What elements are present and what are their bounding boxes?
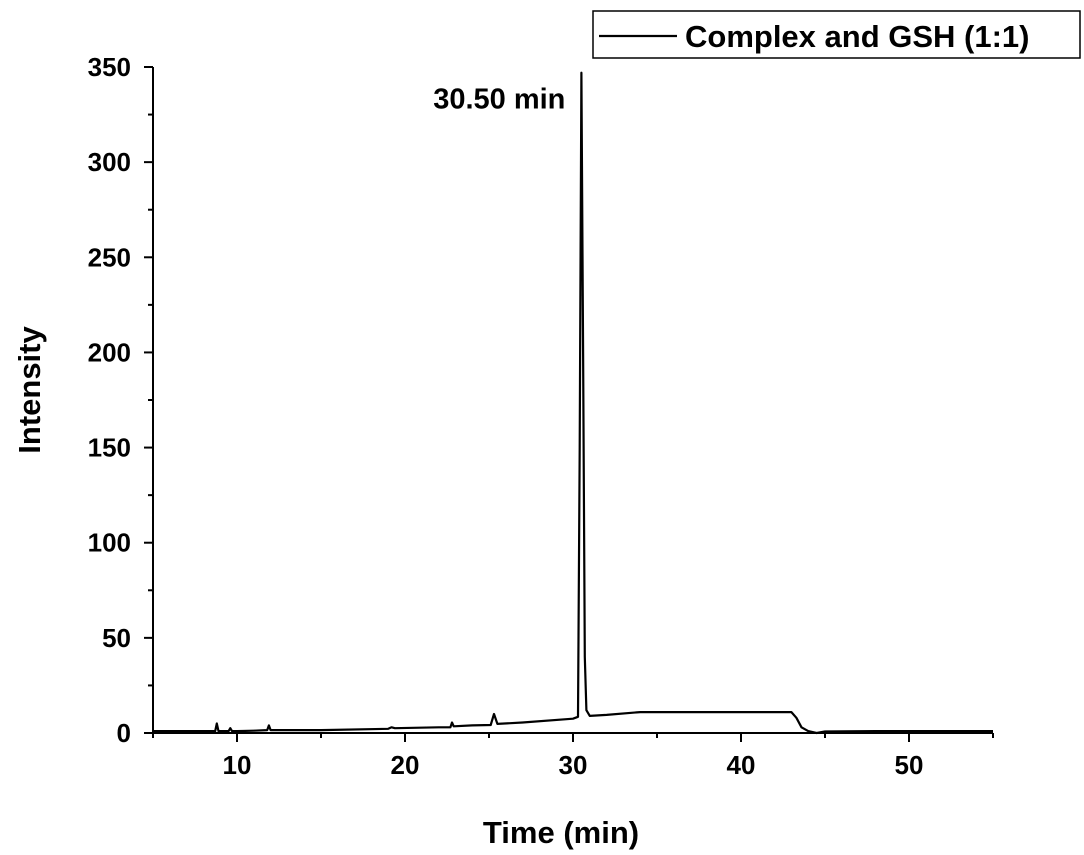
legend-label: Complex and GSH (1:1) <box>685 19 1030 54</box>
legend: Complex and GSH (1:1) <box>592 10 1081 59</box>
y-tick-label: 150 <box>88 433 131 463</box>
x-tick-label: 20 <box>391 750 420 780</box>
x-tick-label: 10 <box>223 750 252 780</box>
series-line <box>153 71 993 735</box>
x-tick-label: 30 <box>559 750 588 780</box>
y-tick-label: 0 <box>117 718 131 748</box>
x-axis-title: Time (min) <box>483 815 639 850</box>
y-tick-label: 200 <box>88 337 131 367</box>
y-tick-label: 350 <box>88 52 131 82</box>
legend-box <box>592 10 1081 59</box>
plot-area <box>153 71 993 735</box>
x-tick-label: 40 <box>727 750 756 780</box>
y-tick-label: 50 <box>102 623 131 653</box>
y-tick-label: 300 <box>88 147 131 177</box>
y-tick-label: 100 <box>88 528 131 558</box>
peak-annotation: 30.50 min <box>433 84 565 116</box>
y-tick-label: 250 <box>88 242 131 272</box>
labels: 0 50 100 150 200 250 300 350 10 20 30 40 50 Time (min… <box>12 52 923 850</box>
y-axis-title: Intensity <box>12 326 47 454</box>
x-tick-label: 50 <box>895 750 924 780</box>
axes <box>144 66 994 742</box>
